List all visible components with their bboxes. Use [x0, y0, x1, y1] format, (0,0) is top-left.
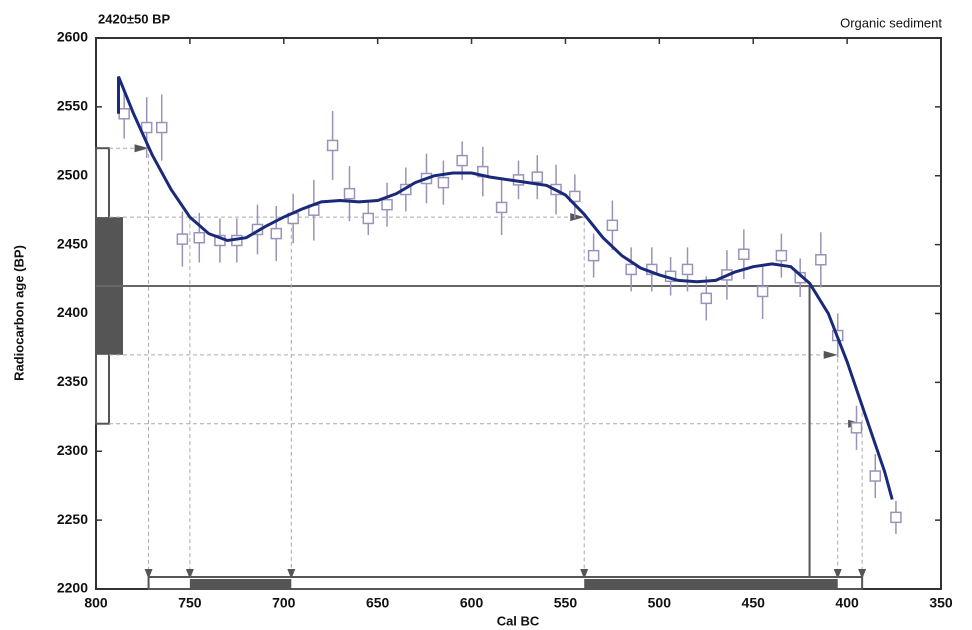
data-point [270, 227, 283, 240]
chart-title: 2420±50 BP [98, 11, 171, 26]
data-point [700, 292, 713, 305]
data-point [850, 422, 863, 434]
y-tick-label: 2500 [57, 166, 88, 182]
range-arrow [185, 569, 194, 579]
x-tick-label: 750 [178, 595, 202, 611]
data-point [362, 212, 375, 225]
plot-frame [95, 37, 942, 590]
range-arrow [580, 569, 589, 579]
y-tick-label: 2300 [57, 442, 88, 458]
x-tick-label: 700 [272, 595, 296, 611]
data-point [343, 187, 356, 200]
range-arrow [144, 569, 153, 579]
x-axis-label: Cal BC [497, 613, 540, 628]
data-point [456, 154, 468, 167]
range-1sigma [584, 579, 838, 589]
data-point [869, 470, 882, 482]
range-arrow [858, 569, 867, 579]
guide-arrow [134, 144, 149, 153]
x-tick-label: 500 [648, 595, 672, 611]
y-tick-label: 2250 [57, 511, 88, 527]
y-tick-label: 2550 [57, 98, 88, 114]
y-tick-label: 2450 [57, 235, 88, 251]
data-point [326, 139, 339, 152]
data-point [815, 254, 827, 266]
data-point [437, 176, 450, 189]
y-tick-label: 2400 [57, 304, 88, 320]
data-point [118, 108, 130, 120]
data-point [775, 249, 788, 262]
data-point [625, 263, 637, 276]
range-1sigma [189, 579, 292, 589]
data-point [756, 285, 769, 298]
data-point [681, 263, 694, 276]
y-tick-label: 2600 [57, 29, 88, 45]
data-point [606, 219, 619, 232]
y-axis-label: Radiocarbon age (BP) [11, 245, 26, 381]
data-point [738, 248, 750, 261]
chart-subtitle: Organic sediment [840, 15, 942, 30]
data-point [890, 511, 902, 524]
data-point [176, 233, 189, 245]
data-point [569, 190, 581, 203]
calibration-curve [117, 76, 894, 500]
data-point [155, 121, 168, 134]
x-tick-label: 450 [742, 595, 766, 611]
y-tick-label: 2350 [57, 373, 88, 389]
data-point [381, 198, 393, 211]
x-tick-label: 800 [84, 595, 108, 611]
range-arrow [287, 569, 296, 579]
y-tick-label: 2200 [57, 580, 88, 596]
data-point [140, 121, 153, 134]
x-tick-label: 400 [835, 595, 859, 611]
data-point [193, 231, 206, 244]
x-tick-label: 600 [460, 595, 484, 611]
data-point [495, 201, 508, 214]
guide-arrow [570, 213, 585, 222]
data-point [531, 171, 544, 183]
x-tick-label: 650 [366, 595, 390, 611]
data-point [587, 249, 600, 262]
x-tick-label: 550 [554, 595, 578, 611]
range-arrow [833, 569, 842, 579]
guide-arrow [823, 350, 838, 359]
x-tick-label: 350 [929, 595, 953, 611]
